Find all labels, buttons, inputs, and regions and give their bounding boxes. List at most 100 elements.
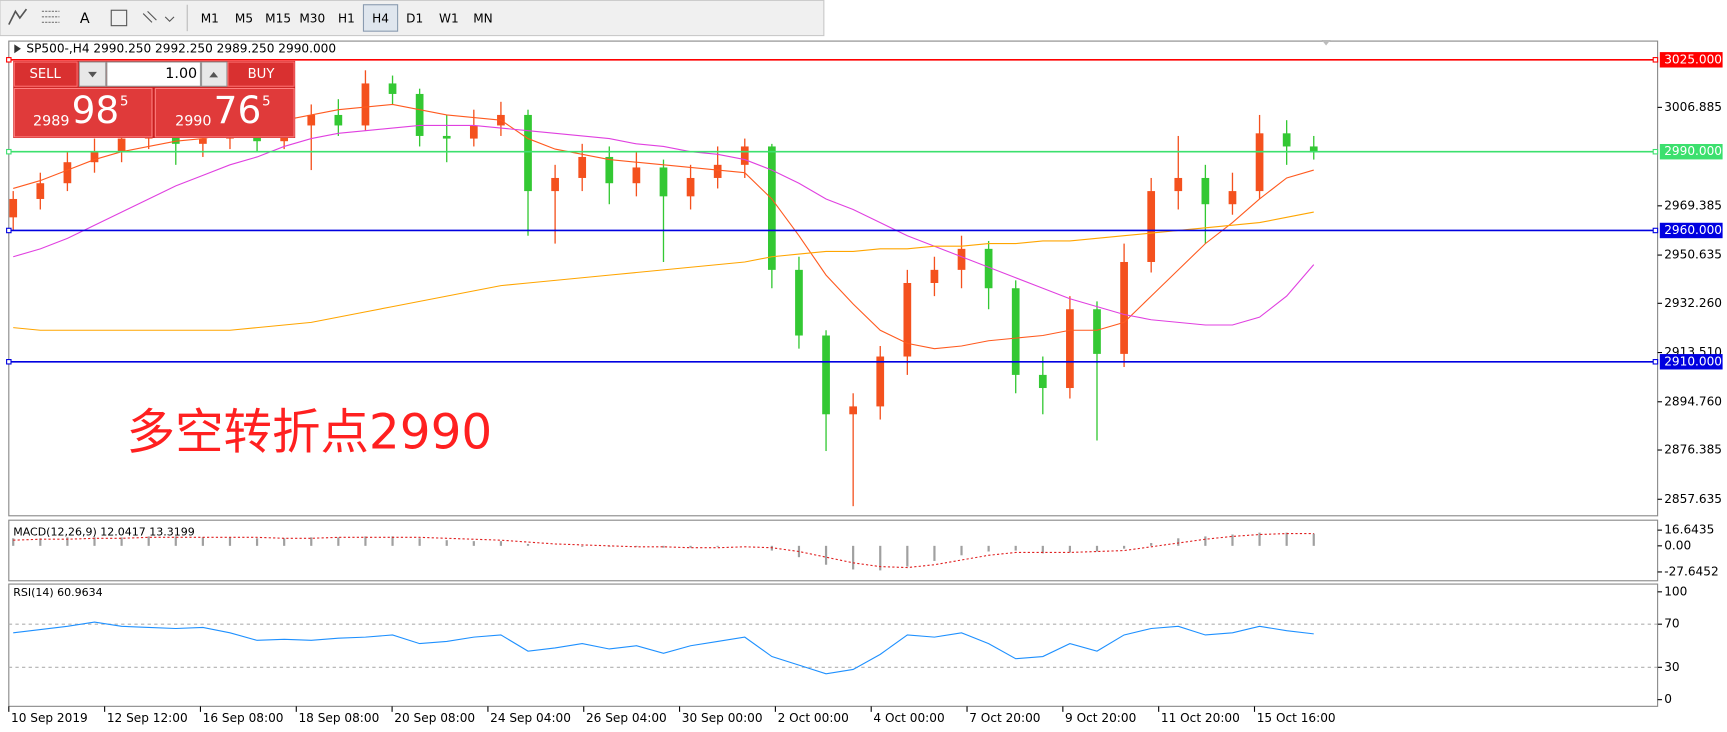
timeframe-button[interactable]: W1: [439, 12, 459, 26]
candle-body: [469, 125, 478, 139]
volume-value: 1.00: [165, 66, 197, 82]
candle-body: [1255, 133, 1264, 192]
timeframe-button[interactable]: MN: [473, 12, 493, 26]
buy-button[interactable]: [227, 61, 295, 87]
candle-body: [1066, 309, 1074, 389]
timeframe-button[interactable]: H1: [338, 12, 355, 26]
tool-icon[interactable]: [110, 9, 128, 27]
macd-panel: [8, 519, 1659, 582]
candle-body: [361, 83, 370, 126]
rsi-tick-label: 30: [1664, 660, 1679, 674]
candle-body: [36, 183, 45, 199]
macd-tick-label: -27.6452: [1664, 564, 1718, 578]
candle-body: [199, 138, 207, 144]
bid-prefix: 2989: [33, 113, 69, 129]
candle-body: [1093, 309, 1101, 354]
candle-body: [117, 138, 126, 152]
sell-label: SELL: [29, 67, 61, 82]
toolbar: A M1 M5 M15 M30 H1 H4 D1 W1 MN: [0, 0, 825, 37]
macd-tick-label: 16.6435: [1664, 523, 1714, 537]
candle-body: [632, 167, 641, 184]
x-tick-label: 20 Sep 08:00: [394, 711, 475, 725]
title-icon: [14, 44, 21, 54]
price-label: 3025.000: [1664, 52, 1722, 66]
timeframe-button[interactable]: H4: [372, 12, 389, 26]
candle-body: [849, 406, 858, 415]
price-label: 2910.000: [1664, 354, 1722, 368]
candle-body: [876, 356, 885, 407]
sell-button[interactable]: [13, 61, 78, 87]
timeframe-button[interactable]: M15: [265, 12, 291, 26]
price-line-handle: [6, 227, 12, 234]
rsi-tick-label: 0: [1664, 692, 1672, 706]
tool-text[interactable]: A: [80, 11, 90, 27]
tool-icon[interactable]: [142, 10, 175, 23]
x-tick-label: 10 Sep 2019: [11, 711, 88, 725]
macd-signal: [13, 533, 1314, 569]
x-tick-label: 7 Oct 20:00: [969, 711, 1040, 725]
price-line-handle: [6, 148, 12, 155]
y-tick-label: 2894.760: [1664, 394, 1722, 408]
candle-body: [740, 146, 749, 165]
timeframe-button[interactable]: D1: [406, 12, 423, 26]
rsi-title: RSI(14) 60.9634: [13, 586, 102, 599]
timeframe-button[interactable]: M1: [201, 12, 219, 26]
rsi-tick-label: 100: [1664, 584, 1687, 598]
moving-average: [13, 211, 1314, 331]
x-tick-label: 15 Oct 16:00: [1257, 711, 1336, 725]
price-line-handle: [1652, 359, 1659, 365]
price-label-bg: [1659, 222, 1723, 239]
timeframe-button[interactable]: M5: [235, 12, 253, 26]
candle-body: [388, 83, 397, 94]
price-label: 2960.000: [1664, 223, 1722, 237]
timeframe-active: [362, 4, 399, 32]
candle-body: [63, 162, 72, 184]
price-line-handle: [6, 57, 12, 63]
volume-input[interactable]: [106, 61, 202, 87]
toolbar-bg: [0, 0, 825, 37]
rsi-panel: [8, 583, 1659, 707]
x-tick-label: 12 Sep 12:00: [107, 711, 188, 725]
tool-icon[interactable]: [41, 10, 60, 23]
x-tick-label: 16 Sep 08:00: [203, 711, 284, 725]
annotation: 多空转折点2990: [127, 404, 493, 460]
candle-body: [90, 151, 99, 163]
candle-body: [1309, 146, 1318, 152]
candle-body: [1228, 191, 1237, 205]
price-line-handle: [6, 359, 12, 365]
timeframe-button[interactable]: M30: [299, 12, 325, 26]
x-tick-label: 11 Oct 20:00: [1161, 711, 1240, 725]
bid-box[interactable]: [13, 87, 153, 138]
tool-icon[interactable]: [8, 8, 28, 25]
price-label-bg: [1659, 354, 1723, 370]
ask-big: 76: [214, 88, 262, 132]
x-tick-label: 30 Sep 00:00: [682, 711, 763, 725]
price-line-handle: [1652, 227, 1659, 234]
candle-body: [524, 114, 532, 192]
candle-body: [713, 164, 722, 178]
y-tick-label: 2876.385: [1664, 443, 1722, 457]
candle-body: [822, 335, 830, 415]
candle-body: [578, 156, 587, 178]
bid-sup: 5: [120, 95, 128, 110]
y-tick-label: 3006.885: [1664, 100, 1722, 114]
candle-body: [1011, 288, 1020, 375]
candle-body: [1174, 177, 1183, 192]
y-tick-label: 2932.260: [1664, 296, 1722, 310]
candle-body: [415, 93, 424, 136]
candle-body: [686, 177, 695, 197]
candle-body: [1201, 177, 1210, 205]
plot-area: 3006.8852969.3852950.6352932.2602913.510…: [6, 52, 1723, 725]
y-tick-label: 2857.635: [1664, 492, 1722, 506]
candle-body: [795, 269, 803, 336]
ask-box[interactable]: [154, 87, 295, 138]
ask-sup: 5: [262, 95, 270, 110]
macd-title: MACD(12,26,9) 12.0417 13.3199: [13, 525, 195, 538]
ask-prefix: 2990: [175, 113, 211, 129]
candle-body: [551, 177, 559, 192]
x-tick-label: 26 Sep 04:00: [586, 711, 667, 725]
rsi-tick-label: 70: [1664, 617, 1679, 631]
rsi-line: [13, 621, 1314, 675]
